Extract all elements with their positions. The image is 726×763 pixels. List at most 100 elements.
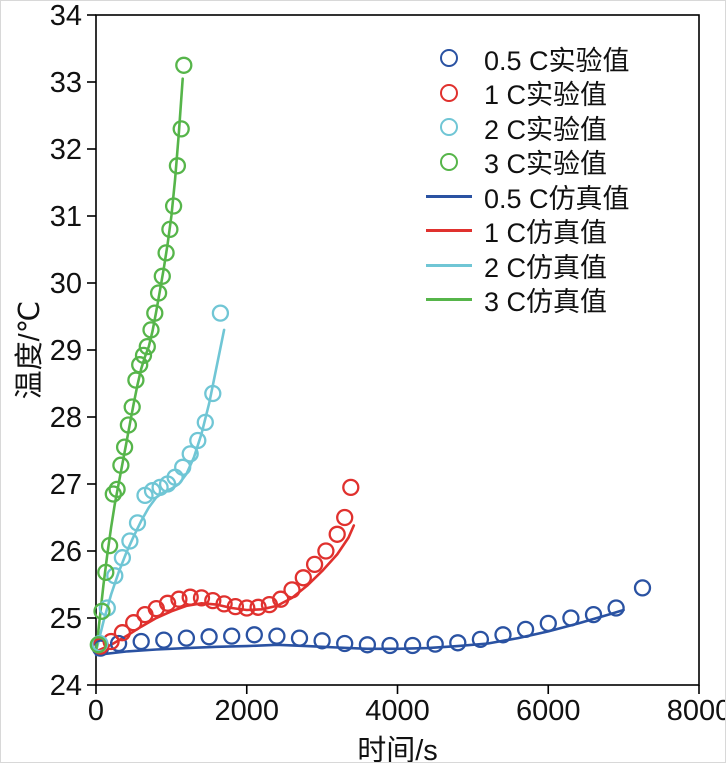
data-point (336, 508, 354, 527)
x-tick-label: 2000 (214, 695, 279, 727)
x-tick-label: 4000 (365, 695, 430, 727)
x-tick-label: 0 (88, 695, 104, 727)
data-point (204, 591, 222, 610)
legend-marker-box (424, 118, 474, 137)
legend-item-1c-exp: 1 C实验值 (424, 76, 630, 111)
y-tick-label: 28 (50, 402, 82, 434)
data-point (381, 636, 399, 655)
data-point (200, 628, 218, 646)
data-point (131, 356, 149, 374)
data-point (336, 634, 354, 653)
data-point (607, 599, 625, 617)
legend-marker-box (424, 229, 474, 233)
data-point (196, 413, 214, 432)
data-point (155, 631, 173, 649)
y-tick-label: 34 (50, 1, 82, 32)
data-point (313, 632, 331, 650)
data-point (426, 635, 444, 653)
data-point (584, 605, 603, 624)
data-point (215, 595, 233, 613)
data-point (358, 636, 377, 654)
data-point (249, 598, 267, 616)
y-tick-label: 32 (50, 134, 82, 166)
legend-marker-box (424, 83, 474, 102)
data-point (112, 456, 130, 474)
data-point (189, 431, 207, 450)
data-point (170, 590, 188, 608)
y-tick-label: 30 (50, 268, 82, 300)
legend-circle-marker (440, 49, 458, 68)
data-point (164, 197, 183, 215)
legend-label: 0.5 C仿真值 (484, 183, 630, 214)
legend-marker-box (424, 194, 474, 198)
x-tick-label: 8000 (667, 695, 726, 727)
legend-label: 1 C实验值 (484, 80, 608, 111)
legend-item-05c-sim: 0.5 C仿真值 (424, 179, 630, 214)
legend-item-2c-exp: 2 C实验值 (424, 110, 630, 145)
legend-circle-marker (440, 83, 458, 102)
data-point (328, 525, 346, 543)
legend-marker-box (424, 263, 474, 267)
data-point (121, 532, 139, 550)
x-axis-title: 时间/s (357, 735, 438, 763)
data-point (177, 629, 196, 647)
data-point (305, 555, 324, 574)
data-point (106, 567, 124, 585)
data-point (471, 630, 490, 649)
y-axis-title: 温度/℃ (14, 300, 46, 400)
data-point (204, 384, 222, 403)
legend-marker-box (424, 152, 474, 171)
y-tick-label: 29 (50, 335, 82, 367)
y-tick-label: 26 (50, 536, 82, 568)
legend-item-2c-sim: 2 C仿真值 (424, 248, 630, 283)
data-point (123, 398, 141, 416)
data-point (119, 416, 138, 434)
data-point (181, 588, 199, 606)
data-point (158, 594, 177, 612)
legend-line-marker (426, 298, 472, 302)
data-point (449, 634, 467, 652)
data-point (494, 626, 512, 644)
data-point (283, 581, 301, 599)
legend-label: 0.5 C实验值 (484, 45, 630, 76)
data-point (223, 627, 241, 645)
data-point (149, 284, 168, 302)
data-point (317, 542, 335, 560)
legend-label: 1 C仿真值 (484, 218, 608, 249)
y-tick-label: 31 (50, 201, 82, 233)
legend-line-marker (426, 263, 472, 267)
legend-item-3c-sim: 3 C仿真值 (424, 283, 630, 318)
data-point (108, 480, 126, 499)
y-tick-label: 33 (50, 67, 82, 99)
data-point (146, 304, 164, 322)
data-point (102, 632, 120, 651)
data-point (342, 478, 360, 497)
legend-marker-box (424, 49, 474, 68)
legend-item-1c-sim: 1 C仿真值 (424, 214, 630, 249)
legend-label: 3 C实验值 (484, 149, 608, 180)
x-tick-label: 6000 (516, 695, 581, 727)
data-point (633, 579, 652, 597)
legend-marker-box (424, 298, 474, 302)
y-tick-label: 25 (50, 603, 82, 635)
data-point (138, 337, 156, 356)
legend-circle-marker (440, 152, 458, 171)
data-point (245, 626, 263, 644)
y-tick-label: 24 (50, 670, 82, 702)
data-point (142, 321, 160, 339)
data-point (192, 589, 211, 607)
data-point (238, 599, 256, 617)
legend-label: 2 C仿真值 (484, 252, 608, 283)
legend-label: 3 C仿真值 (484, 287, 608, 318)
data-point (562, 609, 580, 627)
data-point (294, 569, 312, 587)
data-point (226, 597, 245, 616)
data-point (127, 371, 145, 389)
data-point (516, 620, 535, 639)
data-point (89, 636, 107, 654)
data-point (403, 636, 422, 655)
data-point (134, 346, 153, 365)
legend-item-05c-exp: 0.5 C实验值 (424, 41, 630, 76)
